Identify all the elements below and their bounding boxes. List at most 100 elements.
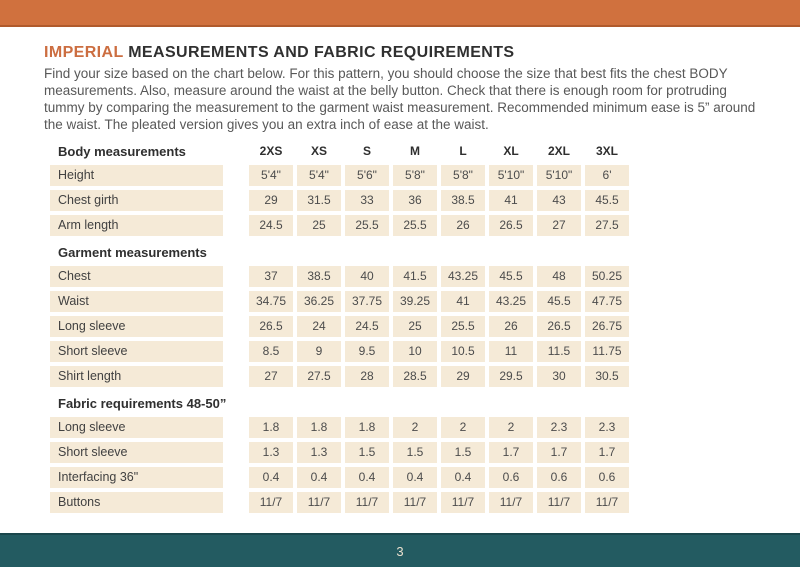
value-cell: 0.6: [537, 467, 581, 488]
value-cell: 45.5: [585, 190, 629, 211]
value-cell: 26: [441, 215, 485, 236]
section-header-row: Body measurements 2XS XS S M L XL 2XL 3XL: [50, 141, 766, 162]
value-cell: 0.4: [393, 467, 437, 488]
value-cell: 28.5: [393, 366, 437, 387]
value-cell: 10.5: [441, 341, 485, 362]
size-chart: Body measurements 2XS XS S M L XL 2XL 3XL Height 5…: [50, 141, 766, 513]
spacer: [227, 316, 245, 337]
value-cell: 11/7: [537, 492, 581, 513]
value-cell: 2.3: [537, 417, 581, 438]
row-label: Long sleeve: [50, 316, 223, 337]
value-cell: 33: [345, 190, 389, 211]
value-cell: 0.4: [441, 467, 485, 488]
value-cell: 1.3: [249, 442, 293, 463]
value-cell: 24: [297, 316, 341, 337]
table-row: Chest girth 29 31.5 33 36 38.5 41 43 45.5: [50, 190, 766, 211]
page-title-highlight: IMPERIAL: [44, 44, 124, 61]
row-label: Long sleeve: [50, 417, 223, 438]
table-row: Long sleeve 26.5 24 24.5 25 25.5 26 26.5 26.75: [50, 316, 766, 337]
value-cell: 29: [441, 366, 485, 387]
value-cell: 41: [489, 190, 533, 211]
value-cell: 43.25: [489, 291, 533, 312]
value-cell: 6': [585, 165, 629, 186]
value-cell: 1.5: [345, 442, 389, 463]
value-cell: 1.5: [441, 442, 485, 463]
spacer: [227, 141, 245, 162]
value-cell: 37.75: [345, 291, 389, 312]
column-header: 2XL: [547, 144, 570, 158]
column-header: 3XL: [595, 144, 618, 158]
spacer: [227, 442, 245, 463]
row-label: Arm length: [50, 215, 223, 236]
row-label: Interfacing 36": [50, 467, 223, 488]
row-label: Height: [50, 165, 223, 186]
value-cell: 2.3: [585, 417, 629, 438]
value-cell: 25: [393, 316, 437, 337]
value-cell: 5'10": [489, 165, 533, 186]
value-cell: 31.5: [297, 190, 341, 211]
value-cell: 47.75: [585, 291, 629, 312]
row-label: Short sleeve: [50, 442, 223, 463]
value-cell: 11/7: [489, 492, 533, 513]
section-header-row: Garment measurements: [50, 242, 766, 263]
page-title-rest: MEASUREMENTS AND FABRIC REQUIREMENTS: [123, 44, 515, 61]
value-cell: 5'8": [393, 165, 437, 186]
value-cell: 26.5: [489, 215, 533, 236]
section-title: Garment measurements: [58, 245, 207, 260]
column-header: M: [410, 144, 420, 158]
value-cell: 1.5: [393, 442, 437, 463]
value-cell: 41.5: [393, 266, 437, 287]
value-cell: 41: [441, 291, 485, 312]
value-cell: 45.5: [489, 266, 533, 287]
table-row: Buttons 11/7 11/7 11/7 11/7 11/7 11/7 11/7 11/7: [50, 492, 766, 513]
spacer: [227, 190, 245, 211]
spacer: [227, 165, 245, 186]
value-cell: 24.5: [249, 215, 293, 236]
value-cell: 11/7: [441, 492, 485, 513]
value-cell: 11/7: [297, 492, 341, 513]
value-cell: 2: [441, 417, 485, 438]
page-content: IMPERIAL MEASUREMENTS AND FABRIC REQUIRE…: [0, 27, 800, 513]
value-cell: 30: [537, 366, 581, 387]
value-cell: 0.6: [585, 467, 629, 488]
value-cell: 0.4: [297, 467, 341, 488]
value-cell: 11/7: [249, 492, 293, 513]
value-cell: 34.75: [249, 291, 293, 312]
row-label: Waist: [50, 291, 223, 312]
spacer: [227, 291, 245, 312]
table-row: Arm length 24.5 25 25.5 25.5 26 26.5 27 27.5: [50, 215, 766, 236]
column-header: 2XS: [259, 144, 283, 158]
column-header: XL: [503, 144, 519, 158]
value-cell: 26.75: [585, 316, 629, 337]
value-cell: 26.5: [249, 316, 293, 337]
value-cell: 38.5: [441, 190, 485, 211]
spacer: [227, 341, 245, 362]
row-label: Shirt length: [50, 366, 223, 387]
spacer: [227, 215, 245, 236]
value-cell: 5'4": [249, 165, 293, 186]
value-cell: 0.4: [345, 467, 389, 488]
value-cell: 25.5: [393, 215, 437, 236]
row-label: Buttons: [50, 492, 223, 513]
row-label: Chest: [50, 266, 223, 287]
value-cell: 1.8: [345, 417, 389, 438]
column-header: XS: [310, 144, 327, 158]
intro-paragraph: Find your size based on the chart below.…: [44, 66, 756, 132]
table-row: Short sleeve 8.5 9 9.5 10 10.5 11 11.5 11.75: [50, 341, 766, 362]
value-cell: 25.5: [441, 316, 485, 337]
value-cell: 27: [537, 215, 581, 236]
column-header: L: [459, 144, 467, 158]
value-cell: 2: [393, 417, 437, 438]
value-cell: 37: [249, 266, 293, 287]
value-cell: 0.6: [489, 467, 533, 488]
value-cell: 27.5: [585, 215, 629, 236]
value-cell: 50.25: [585, 266, 629, 287]
spacer: [227, 366, 245, 387]
spacer: [227, 242, 245, 263]
value-cell: 26: [489, 316, 533, 337]
value-cell: 1.8: [297, 417, 341, 438]
spacer: [227, 266, 245, 287]
value-cell: 27: [249, 366, 293, 387]
spacer: [227, 417, 245, 438]
